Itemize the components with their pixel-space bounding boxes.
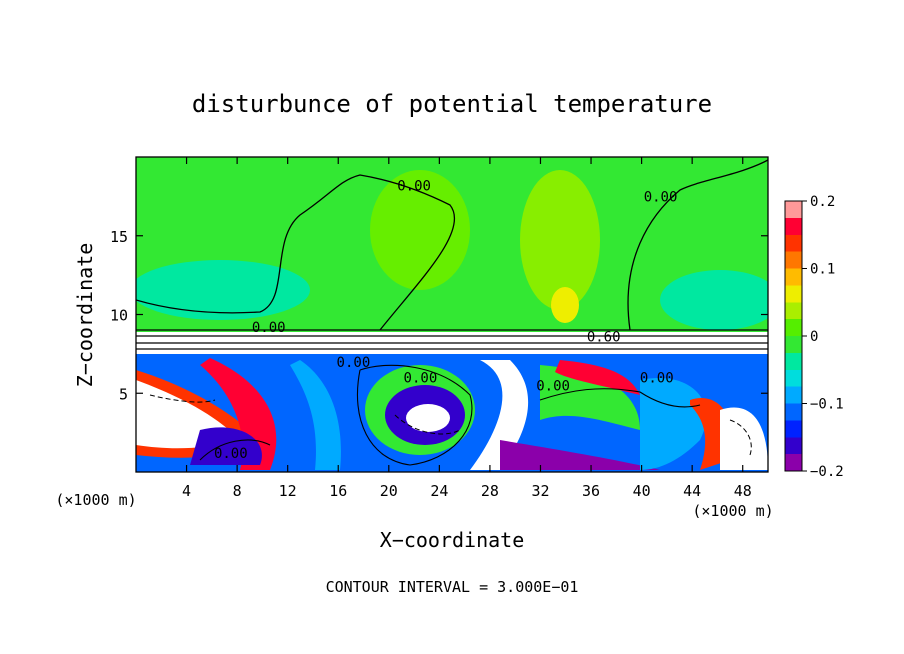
lower-coldest-patch	[500, 440, 660, 470]
lower-cold-patch-left	[190, 427, 262, 465]
contour-dashed-1	[149, 394, 216, 403]
x-tick-label: 12	[279, 482, 297, 500]
upper-cool-patch-1	[136, 260, 310, 320]
colorbar-ticks: 0.2 0.1 0 −0.1 −0.2	[802, 194, 844, 480]
contour-lower-2	[539, 388, 701, 408]
colorbar-tick-label: −0.1	[810, 397, 844, 413]
colorbar-tick-label: 0	[810, 329, 818, 345]
contour-label: 0.00	[644, 189, 678, 205]
x-tick-label: 8	[233, 482, 242, 500]
x-tick-label: 4	[182, 482, 191, 500]
upper-warm-patch-1	[520, 170, 600, 310]
contour-interval-note: CONTOUR INTERVAL = 3.000E−01	[326, 578, 579, 596]
contour-labels: 0.00 0.00 0.00 0.60 0.00 0.00 0.00 0.00 0.00	[214, 178, 677, 462]
contour-line-upper-1	[136, 174, 456, 331]
x-tick-label: 36	[582, 482, 600, 500]
y-axis: 5 10 15	[110, 228, 768, 403]
x-tick-label: 16	[329, 482, 347, 500]
contour-label: 0.00	[404, 371, 438, 387]
x-unit-right: (×1000 m)	[692, 502, 773, 520]
lower-green-tongue	[540, 365, 640, 430]
lower-white-patch-right	[720, 407, 768, 470]
contour-label: 0.00	[536, 378, 570, 394]
contour-lower-3	[199, 439, 271, 461]
x-unit-left: (×1000 m)	[55, 491, 136, 509]
chart-title: disturbunce of potential temperature	[192, 90, 712, 118]
y-tick-label: 10	[110, 307, 128, 325]
colorbar-tick-label: 0.1	[810, 262, 835, 278]
colorbar-tick-label: −0.2	[810, 464, 844, 480]
x-tick-label: 44	[683, 482, 701, 500]
x-tick-label: 24	[430, 482, 448, 500]
contour-dashed-3	[729, 419, 752, 456]
contour-label: 0.00	[214, 446, 248, 462]
lower-cool-band-1	[290, 360, 341, 470]
lower-cold-core-center	[406, 404, 450, 432]
upper-warm-patch-2	[551, 287, 579, 323]
x-axis-label: X−coordinate	[380, 528, 525, 552]
contour-label: 0.00	[337, 355, 371, 371]
plot-area: 0.00 0.00 0.00 0.60 0.00 0.00 0.00 0.00 0.00	[136, 157, 768, 472]
contour-label: 0.60	[587, 330, 621, 346]
contour-dashed-2	[394, 414, 461, 435]
colorbar	[784, 200, 803, 472]
y-axis-label: Z−coordinate	[73, 243, 97, 388]
contour-label: 0.00	[640, 371, 674, 387]
y-tick-label: 5	[119, 385, 128, 403]
contour-label: 0.00	[397, 178, 431, 194]
x-tick-label: 48	[734, 482, 752, 500]
upper-warm-patch-3	[370, 170, 470, 290]
x-tick-label: 40	[633, 482, 651, 500]
upper-cool-patch-2	[660, 270, 768, 330]
x-tick-label: 32	[531, 482, 549, 500]
contour-label: 0.00	[252, 320, 286, 336]
x-tick-label: 20	[380, 482, 398, 500]
x-axis: 4 8 12 16 20 24 28 32 36 40 44 48	[182, 157, 752, 500]
contour-eddy	[356, 364, 473, 466]
x-tick-label: 28	[481, 482, 499, 500]
y-tick-label: 15	[110, 228, 128, 246]
contour-line-upper-2	[627, 159, 768, 331]
contour-band-lines	[136, 329, 768, 350]
lower-warm-band-2	[555, 360, 640, 395]
colorbar-tick-label: 0.2	[810, 194, 835, 210]
